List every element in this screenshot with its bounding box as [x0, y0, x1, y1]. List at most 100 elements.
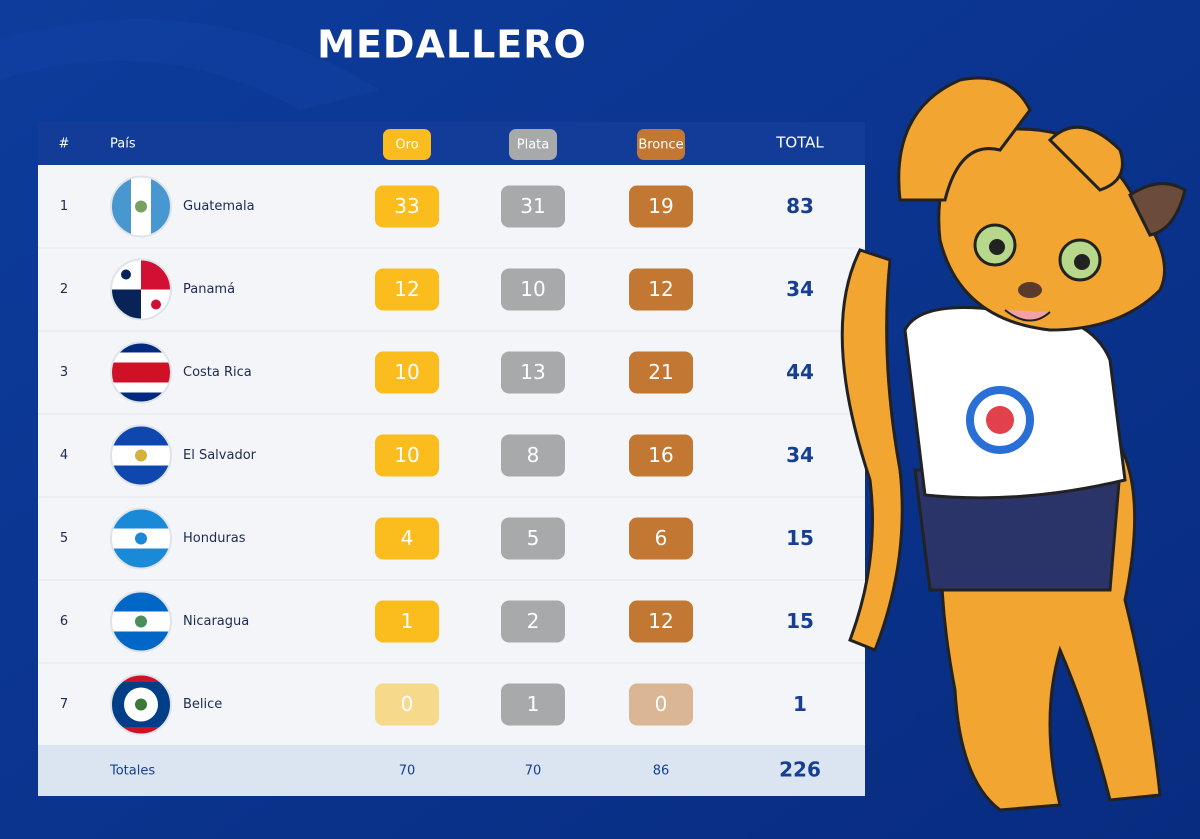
medal-badge — [501, 268, 565, 311]
medal-badge — [375, 434, 439, 477]
medal-badge — [501, 683, 565, 726]
medal-badge — [375, 268, 439, 311]
flag-stripe — [111, 372, 171, 383]
flag-emblem — [135, 449, 147, 462]
total-count: 1 — [793, 692, 807, 716]
total-count: 34 — [786, 277, 814, 301]
rank: 3 — [60, 365, 68, 380]
totals-count: 86 — [653, 764, 670, 779]
medal-count: 2 — [527, 609, 540, 633]
medal-count: 19 — [648, 194, 673, 218]
totals-label: Totales — [109, 764, 155, 779]
mascot — [840, 76, 1187, 812]
totals-count: 70 — [399, 764, 416, 779]
flag-emblem — [135, 200, 147, 213]
flag-emblem — [135, 532, 147, 545]
country-name: Guatemala — [183, 199, 255, 214]
medal-badge — [375, 683, 439, 726]
rank: 1 — [60, 199, 68, 214]
medal-badge — [629, 268, 693, 311]
flag — [111, 508, 171, 569]
country-name: Honduras — [183, 531, 246, 546]
medal-badge — [629, 683, 693, 726]
medal-count: 5 — [527, 526, 540, 550]
medal-header-badge — [383, 129, 431, 160]
total-count: 15 — [786, 609, 814, 633]
medal-count: 10 — [394, 443, 419, 467]
flag-stripe — [111, 392, 171, 403]
rank: 6 — [60, 614, 68, 629]
column-header: Oro — [395, 138, 418, 153]
flag-stripe — [111, 362, 171, 373]
medal-count: 12 — [648, 277, 673, 301]
medal-count: 21 — [648, 360, 673, 384]
flag-rim — [110, 341, 172, 404]
flag-stripe — [111, 176, 132, 237]
flag-star — [151, 299, 161, 310]
medal-badge — [629, 434, 693, 477]
medal-badge — [629, 351, 693, 394]
medal-count: 0 — [401, 692, 414, 716]
title: MEDALLERO — [317, 23, 587, 67]
flag-rim — [110, 590, 172, 653]
medal-badge — [375, 517, 439, 560]
medal-count: 10 — [394, 360, 419, 384]
flag-rim — [110, 258, 172, 321]
medal-count: 31 — [520, 194, 545, 218]
flag-stripe — [111, 674, 171, 683]
totals-count: 70 — [525, 764, 542, 779]
medal-header-badge — [637, 129, 685, 160]
medal-badge — [629, 185, 693, 228]
medal-badge — [629, 600, 693, 643]
medal-badge — [375, 600, 439, 643]
rank: 5 — [60, 531, 68, 546]
flag-stripe — [111, 352, 171, 363]
table-header — [38, 122, 865, 165]
flag-stripe — [111, 425, 171, 446]
flag-star — [121, 269, 131, 280]
medal-badge — [501, 517, 565, 560]
flag — [111, 342, 171, 403]
medal-count: 13 — [520, 360, 545, 384]
column-header: # — [59, 137, 70, 152]
flag-rim — [110, 175, 172, 238]
medal-badge — [501, 351, 565, 394]
totals-row — [38, 745, 865, 796]
total-count: 15 — [786, 526, 814, 550]
country-name: Nicaragua — [183, 614, 249, 629]
medal-count: 12 — [394, 277, 419, 301]
country-name: Costa Rica — [183, 365, 252, 380]
country-name: El Salvador — [183, 448, 257, 463]
flag-stripe — [111, 591, 171, 612]
decor — [0, 18, 380, 110]
flag-emblem — [135, 615, 147, 628]
flag-stripe — [111, 382, 171, 393]
grand-total: 226 — [779, 758, 821, 782]
flag-rim — [110, 424, 172, 487]
column-header: Plata — [517, 138, 549, 153]
rank: 2 — [60, 282, 68, 297]
flag-stripe — [111, 508, 171, 529]
medal-count: 12 — [648, 609, 673, 633]
country-name: Belice — [183, 697, 222, 712]
medal-badge — [501, 600, 565, 643]
medal-count: 4 — [401, 526, 414, 550]
medal-count: 6 — [655, 526, 668, 550]
flag-stripe — [111, 682, 171, 690]
column-header: Bronce — [638, 138, 683, 153]
medal-count: 16 — [648, 443, 673, 467]
medal-badge — [375, 351, 439, 394]
flag-stripe — [111, 727, 171, 735]
flag-rim — [110, 673, 172, 736]
flag-rim — [110, 507, 172, 570]
medal-count: 33 — [394, 194, 419, 218]
country-name: Panamá — [183, 282, 235, 297]
column-header: TOTAL — [775, 134, 824, 152]
total-count: 83 — [786, 194, 814, 218]
flag — [111, 674, 171, 735]
medal-count: 10 — [520, 277, 545, 301]
medal-badge — [375, 185, 439, 228]
medal-badge — [501, 185, 565, 228]
medal-count: 0 — [655, 692, 668, 716]
